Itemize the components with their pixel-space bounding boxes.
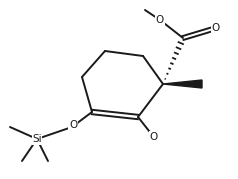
Text: O: O [150, 132, 158, 142]
Text: Si: Si [32, 134, 42, 144]
Text: O: O [156, 15, 164, 25]
Polygon shape [163, 80, 202, 88]
Text: O: O [212, 23, 220, 33]
Text: O: O [69, 120, 77, 130]
